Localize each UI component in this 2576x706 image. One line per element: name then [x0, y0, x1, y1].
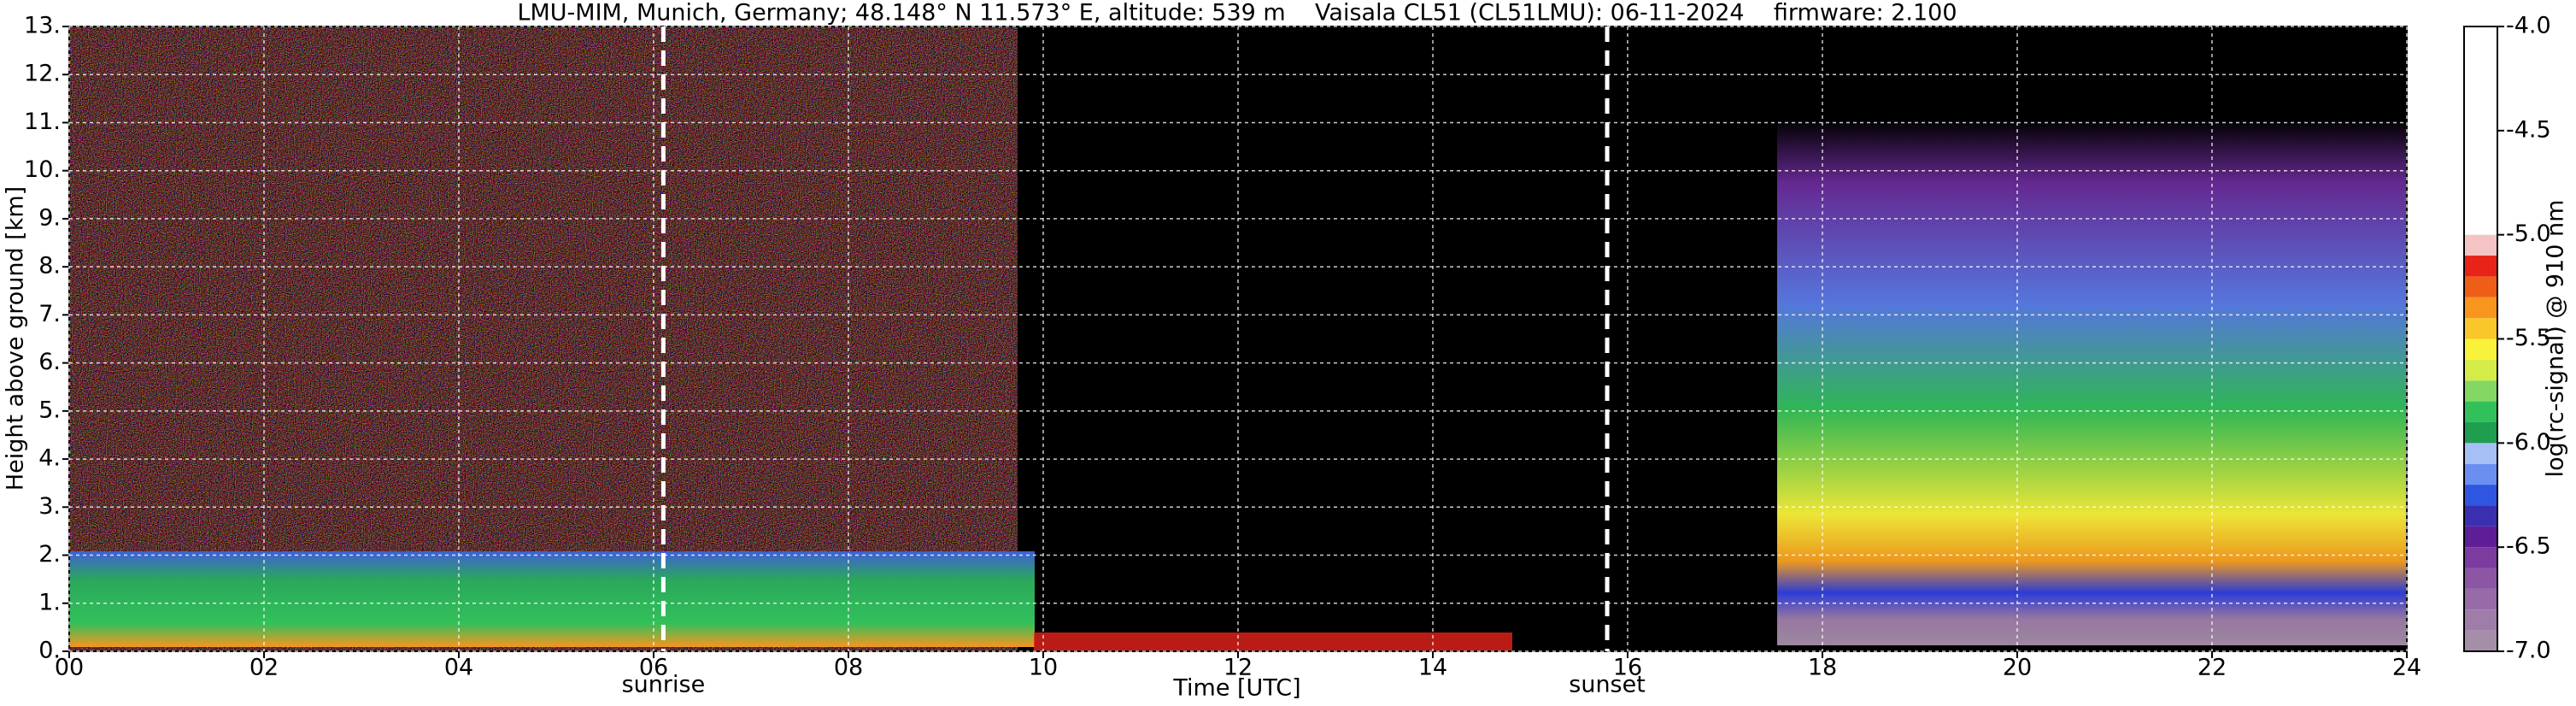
colorbar-segment: [2464, 505, 2497, 527]
y-axis-label: Height above ground [km]: [3, 186, 29, 491]
colorbar-segment: [2464, 588, 2497, 610]
x-axis-label: Time [UTC]: [1172, 675, 1300, 702]
colorbar-tick-label: -6.0: [2506, 429, 2551, 456]
x-tick-label: 20: [2003, 655, 2032, 681]
colorbar-segment: [2464, 443, 2497, 464]
colorbar-segment: [2464, 463, 2497, 485]
y-tick-label: 4.: [38, 445, 61, 472]
colorbar-segment: [2464, 380, 2497, 402]
x-tick-label: 24: [2392, 655, 2421, 681]
annotation-label: sunrise: [622, 672, 706, 698]
colorbar-segment: [2464, 568, 2497, 589]
x-tick-label: 00: [55, 655, 84, 681]
x-tick-label: 06: [639, 655, 668, 681]
y-tick-label: 7.: [38, 301, 61, 327]
annotation-label: sunset: [1569, 672, 1646, 698]
y-tick-label: 11.: [24, 109, 61, 135]
colorbar-segment: [2464, 297, 2497, 319]
colorbar-segment: [2464, 276, 2497, 297]
y-tick-label: 3.: [38, 493, 61, 520]
y-tick-label: 5.: [38, 397, 61, 423]
colorbar-segment: [2464, 338, 2497, 360]
x-tick-label: 16: [1613, 655, 1642, 681]
y-tick-label: 8.: [38, 253, 61, 279]
x-tick-label: 14: [1418, 655, 1447, 681]
colorbar-label: log(rc-signal) @ 910 nm: [2543, 200, 2569, 478]
colorbar-tick-label: -4.0: [2506, 13, 2551, 39]
colorbar-segment: [2464, 421, 2497, 444]
colorbar-segment: [2464, 609, 2497, 631]
colorbar-tick-label: -4.5: [2506, 116, 2551, 143]
y-tick-label: 13.: [24, 13, 61, 39]
colorbar-tick-label: -6.5: [2506, 533, 2551, 560]
x-tick-label: 04: [444, 655, 473, 681]
colorbar-tick-label: -5.0: [2506, 221, 2551, 247]
x-tick-label: 22: [2198, 655, 2227, 681]
x-tick-label: 12: [1223, 655, 1253, 681]
colorbar-segment: [2464, 547, 2497, 568]
colorbar-tick-label: -7.0: [2506, 638, 2551, 664]
colorbar-segment: [2464, 256, 2497, 277]
colorbar-segment: [2464, 318, 2497, 339]
x-tick-label: 02: [249, 655, 279, 681]
colorbar-segment: [2464, 359, 2497, 381]
x-tick-label: 08: [834, 655, 863, 681]
colorbar-tick-label: -5.5: [2506, 325, 2551, 351]
y-tick-label: 0.: [38, 638, 61, 664]
y-tick-label: 9.: [38, 204, 61, 231]
y-tick-label: 12.: [24, 61, 61, 87]
x-tick-label: 10: [1029, 655, 1058, 681]
colorbar-segment: [2464, 234, 2497, 256]
y-tick-label: 1.: [38, 589, 61, 615]
plot-background: [69, 26, 2407, 651]
colorbar-segment: [2464, 526, 2497, 548]
colorbar-segment: [2464, 630, 2497, 651]
chart-title: LMU-MIM, Munich, Germany; 48.148° N 11.5…: [517, 0, 1957, 26]
y-tick-label: 2.: [38, 541, 61, 568]
y-tick-label: 10.: [24, 156, 61, 183]
x-tick-label: 18: [1808, 655, 1837, 681]
colorbar-segment: [2464, 485, 2497, 506]
colorbar-segment: [2464, 26, 2497, 235]
y-tick-label: 6.: [38, 349, 61, 375]
colorbar-segment: [2464, 401, 2497, 422]
